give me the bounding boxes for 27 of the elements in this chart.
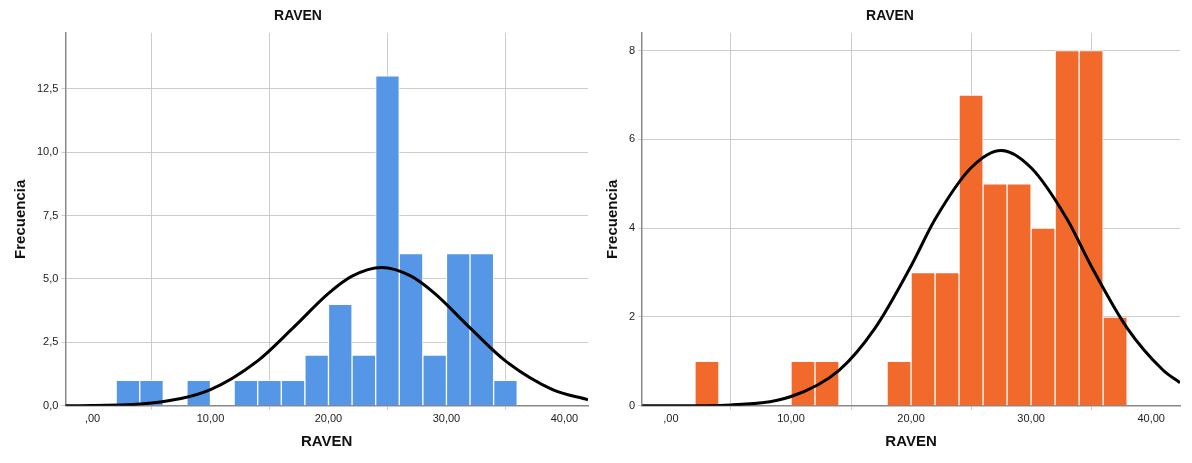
x-tick-label: 10,00 [777,412,805,425]
chart-title: RAVEN [866,7,914,24]
y-tick-label: 6 [628,132,636,145]
y-tick-label: 5,0 [43,271,59,284]
x-tick-label: 40,00 [1137,412,1165,425]
y-axis-title: Frecuencia [11,179,29,259]
x-tick-label: ,00 [663,412,679,425]
x-tick-label: 30,00 [432,412,461,425]
y-tick-label: 10,0 [36,145,59,158]
y-tick-label: 0,0 [43,398,59,411]
x-axis-title: RAVEN [885,432,937,450]
y-tick-label: 7,5 [43,208,59,221]
y-axis-title: Frecuencia [603,179,621,259]
y-tick-label: 0 [628,398,636,411]
x-tick-label: 20,00 [314,412,343,425]
y-tick-label: 8 [628,43,636,56]
y-tick-label: 2,5 [43,335,59,348]
x-tick-label: 40,00 [550,412,579,425]
y-tick-label: 12,5 [36,81,59,94]
x-tick-label: 10,00 [196,412,225,425]
y-tick-label: 4 [628,221,636,234]
y-tick-label: 2 [628,310,636,323]
x-axis-title: RAVEN [301,432,353,450]
x-tick-label: 30,00 [1017,412,1045,425]
chart-title: RAVEN [274,7,322,24]
x-tick-label: ,00 [84,412,101,425]
x-tick-label: 20,00 [897,412,925,425]
